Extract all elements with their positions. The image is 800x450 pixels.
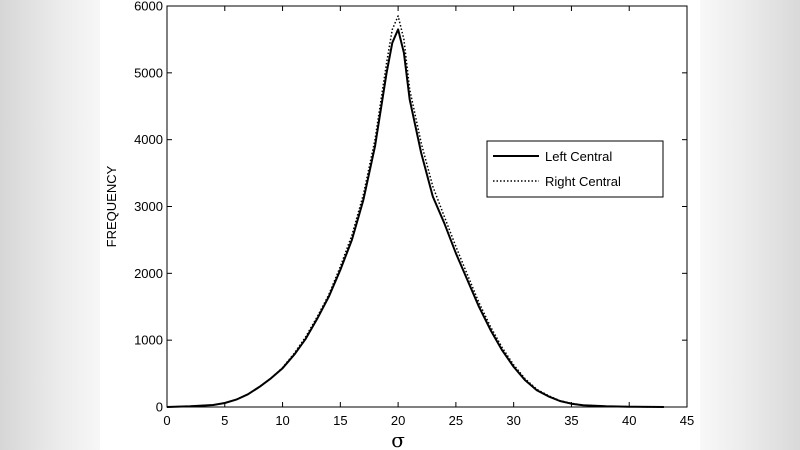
legend-box [486,140,664,198]
legend-label-left-central: Left Central [545,149,612,164]
x-tick-label: 35 [564,413,578,428]
y-tick-label: 3000 [134,199,163,214]
y-tick-label: 6000 [134,0,163,14]
x-tick-label: 15 [333,413,347,428]
y-tick-label: 2000 [134,266,163,281]
legend: Left Central Right Central [486,140,664,198]
y-tick-label: 1000 [134,333,163,348]
frequency-chart: 0 1000 2000 3000 4000 5000 6000 0 5 10 15 20 25 30 35… [104,0,694,450]
x-tick-label: 10 [275,413,289,428]
x-tick-label: 40 [622,413,636,428]
x-tick-label: 5 [221,413,228,428]
background-right-edge [700,0,800,450]
y-axis-label: FREQUENCY [104,165,119,247]
x-axis-ticks: 0 5 10 15 20 25 30 35 40 45 [163,6,694,428]
y-tick-label: 4000 [134,132,163,147]
y-tick-label: 0 [156,400,163,415]
y-axis-ticks: 0 1000 2000 3000 4000 5000 6000 [134,0,687,415]
background-left-edge [0,0,100,450]
legend-label-right-central: Right Central [545,174,621,189]
y-tick-label: 5000 [134,65,163,80]
plot-area: 0 1000 2000 3000 4000 5000 6000 0 5 10 15 20 25 30 35… [134,0,694,428]
series-line-left-central [166,28,664,408]
x-axis-label: σ [391,428,405,450]
plot-frame [166,5,688,408]
x-tick-label: 20 [391,413,405,428]
x-tick-label: 0 [163,413,170,428]
series-layer [166,15,664,408]
x-tick-label: 25 [449,413,463,428]
x-tick-label: 30 [506,413,520,428]
x-tick-label: 45 [680,413,694,428]
